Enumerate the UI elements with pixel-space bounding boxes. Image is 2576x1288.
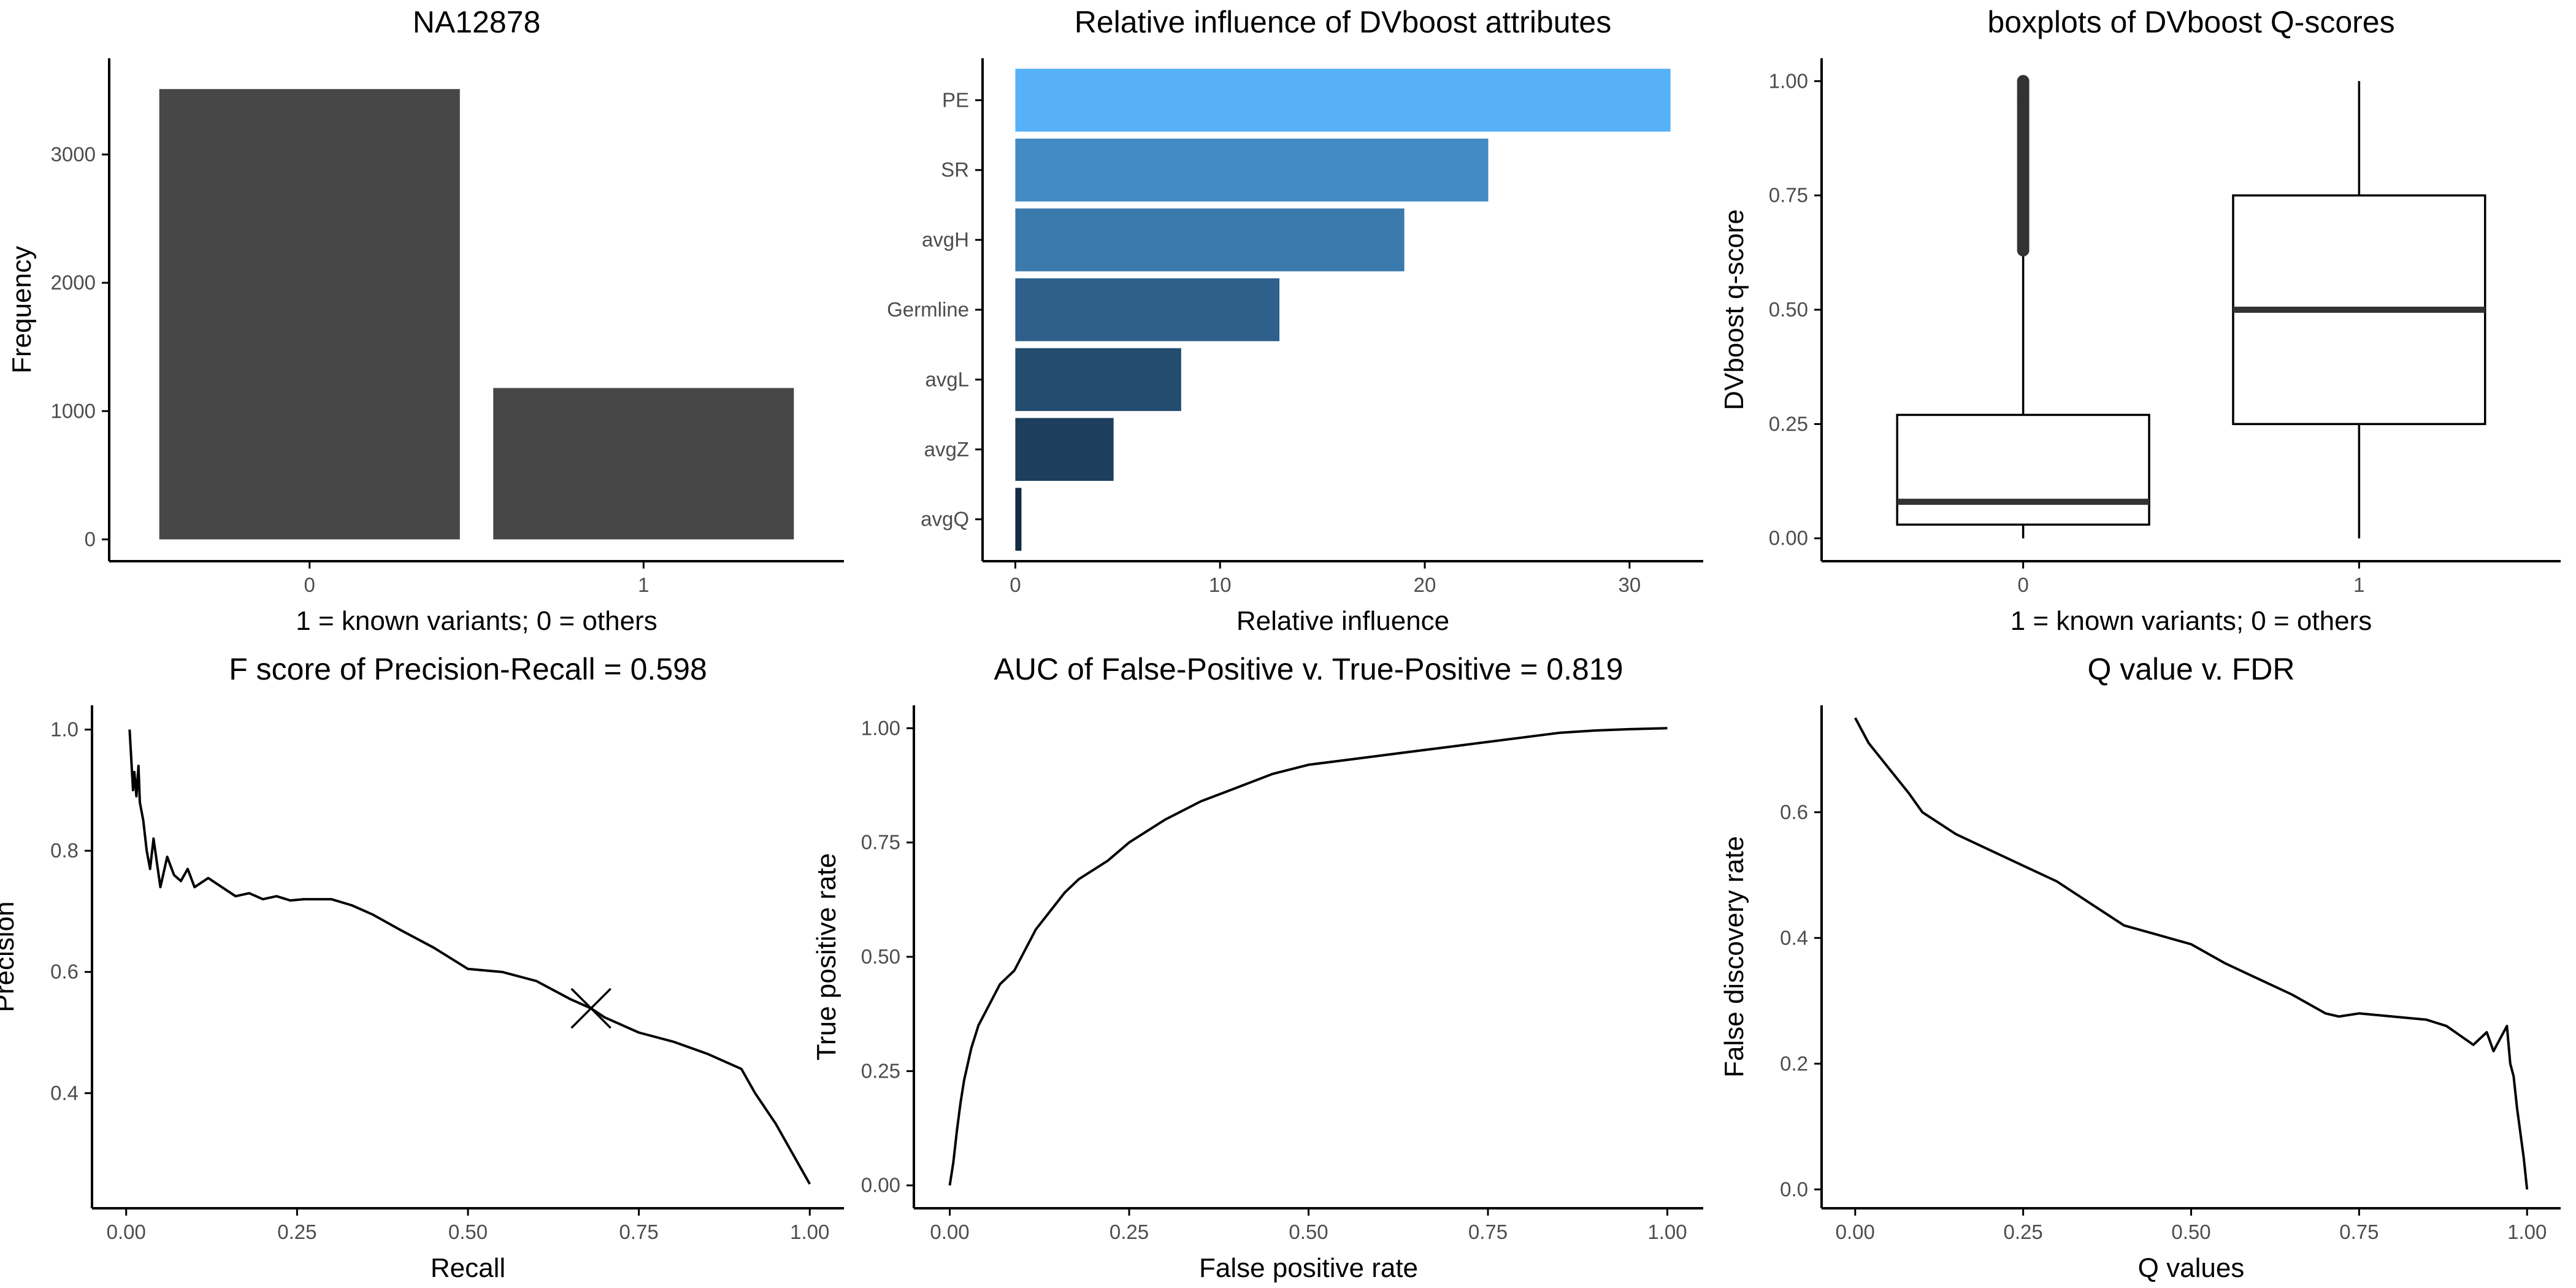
influence-bar-avgH [1015, 208, 1405, 272]
qscore_boxplot-y-tick-label: 0.25 [1769, 412, 1808, 435]
roc-x-axis-label: False positive rate [1199, 1253, 1418, 1283]
qscore_boxplot-title: boxplots of DVboost Q-scores [1987, 5, 2394, 39]
precision_recall-series-line [128, 729, 811, 1185]
influence-y-tick-label: PE [942, 88, 969, 111]
precision_recall-x-tick-label: 0.75 [619, 1221, 659, 1243]
qscore_boxplot-y-tick-label: 0.00 [1769, 527, 1808, 550]
boxplot-outliers [2017, 75, 2030, 257]
qvalue_fdr-x-tick-label: 1.00 [2507, 1221, 2547, 1243]
boxplot-1 [2232, 81, 2486, 539]
qscore_boxplot-y-axis-label: DVboost q-score [1719, 209, 1749, 410]
frequency-y-tick-label: 2000 [51, 271, 96, 294]
marker-stroke [570, 987, 611, 1029]
frequency-bar-1 [493, 388, 794, 540]
qvalue_fdr-y-tick-label: 0.0 [1780, 1178, 1808, 1200]
precision_recall-x-tick-label: 0.50 [448, 1221, 488, 1243]
precision_recall-x-tick-label: 1.00 [790, 1221, 829, 1243]
precision_recall-title: F score of Precision-Recall = 0.598 [229, 652, 707, 686]
qscore_boxplot-y-tick-label: 0.50 [1769, 298, 1808, 321]
roc-panel: AUC of False-Positive v. True-Positive =… [811, 652, 1703, 1283]
frequency-y-tick-label: 1000 [51, 399, 96, 422]
roc-x-tick-label: 1.00 [1647, 1221, 1687, 1243]
qvalue_fdr-y-tick-label: 0.2 [1780, 1052, 1808, 1075]
influence-bar-avgZ [1015, 418, 1114, 481]
frequency-title: NA12878 [413, 5, 541, 39]
boxplot-box [1896, 413, 2150, 526]
precision_recall-x-axis-label: Recall [431, 1253, 505, 1283]
precision_recall-y-tick-label: 0.4 [50, 1081, 79, 1104]
precision_recall-y-tick-label: 1.0 [50, 718, 79, 741]
influence-x-tick-label: 20 [1414, 573, 1436, 596]
roc-y-tick-label: 0.25 [861, 1059, 900, 1082]
qvalue_fdr-x-tick-label: 0.25 [2004, 1221, 2043, 1243]
roc-x-tick-label: 0.25 [1110, 1221, 1149, 1243]
precision_recall-y-tick-label: 0.6 [50, 960, 79, 983]
influence-bar-avgQ [1015, 488, 1022, 551]
precision_recall-x-tick-label: 0.25 [277, 1221, 316, 1243]
influence-y-tick-label: avgH [922, 228, 969, 251]
frequency-panel: NA12878 1 = known variants; 0 = others Fre… [7, 5, 844, 636]
influence-y-tick-label: avgZ [924, 438, 969, 461]
roc-y-tick-label: 0.75 [861, 831, 900, 854]
roc-series-line [948, 727, 1668, 1186]
boxplot-x-tick-label: 0 [2017, 573, 2028, 596]
boxplot-0 [1896, 75, 2150, 539]
qvalue_fdr-panel: Q value v. FDR Q values False discovery ra… [1719, 652, 2561, 1283]
roc-x-tick-label: 0.00 [930, 1221, 969, 1243]
influence-panel: Relative influence of DVboost attributes… [887, 5, 1703, 636]
frequency-y-tick-label: 0 [85, 527, 96, 550]
boxplot-x-tick-label: 1 [2353, 573, 2364, 596]
precision_recall-y-axis-label: Precision [0, 902, 20, 1013]
roc-y-tick-label: 0.00 [861, 1174, 900, 1197]
influence-y-tick-label: SR [941, 158, 969, 181]
roc-x-tick-label: 0.75 [1468, 1221, 1508, 1243]
influence-y-tick-label: Germline [887, 298, 969, 321]
influence-x-tick-label: 10 [1209, 573, 1232, 596]
influence-bar-SR [1015, 138, 1489, 202]
influence-bar-PE [1015, 69, 1671, 132]
precision_recall-panel: F score of Precision-Recall = 0.598 Recal… [0, 652, 844, 1283]
influence-x-axis-label: Relative influence [1236, 606, 1449, 636]
boxplot-outlier-point [2017, 75, 2030, 88]
influence-y-tick-label: avgQ [921, 508, 969, 531]
roc-y-axis-label: True positive rate [811, 853, 841, 1060]
qscore_boxplot-panel: boxplots of DVboost Q-scores 1 = known va… [1719, 5, 2561, 636]
qvalue_fdr-y-axis-label: False discovery rate [1719, 836, 1749, 1078]
frequency-x-tick-label: 1 [638, 573, 649, 596]
qvalue_fdr-x-axis-label: Q values [2138, 1253, 2245, 1283]
precision_recall-y-tick-label: 0.8 [50, 839, 79, 862]
frequency-x-tick-label: 0 [304, 573, 315, 596]
precision_recall-f-score-marker [570, 987, 611, 1029]
qvalue_fdr-y-tick-label: 0.4 [1780, 926, 1808, 949]
roc-y-tick-label: 1.00 [861, 716, 900, 739]
qvalue_fdr-series-line [1854, 717, 2529, 1190]
frequency-bar-0 [159, 89, 460, 540]
qscore_boxplot-y-tick-label: 1.00 [1769, 69, 1808, 92]
frequency-y-axis-label: Frequency [7, 246, 37, 374]
roc-x-tick-label: 0.50 [1289, 1221, 1328, 1243]
qvalue_fdr-x-tick-label: 0.50 [2171, 1221, 2210, 1243]
influence-bar-avgL [1015, 348, 1181, 412]
influence-bar-Germline [1015, 278, 1280, 342]
frequency-y-tick-label: 3000 [51, 143, 96, 166]
influence-x-tick-label: 30 [1618, 573, 1641, 596]
qvalue_fdr-title: Q value v. FDR [2087, 652, 2294, 686]
precision_recall-x-tick-label: 0.00 [107, 1221, 146, 1243]
qvalue_fdr-x-tick-label: 0.00 [1836, 1221, 1875, 1243]
qscore_boxplot-y-tick-label: 0.75 [1769, 184, 1808, 207]
frequency-x-axis-label: 1 = known variants; 0 = others [296, 606, 657, 636]
influence-title: Relative influence of DVboost attributes [1075, 5, 1612, 39]
qvalue_fdr-y-tick-label: 0.6 [1780, 800, 1808, 823]
roc-y-tick-label: 0.50 [861, 945, 900, 968]
influence-x-tick-label: 0 [1010, 573, 1021, 596]
roc-title: AUC of False-Positive v. True-Positive =… [994, 652, 1623, 686]
qscore_boxplot-x-axis-label: 1 = known variants; 0 = others [2011, 606, 2372, 636]
influence-y-tick-label: avgL [925, 368, 969, 391]
qvalue_fdr-x-tick-label: 0.75 [2339, 1221, 2379, 1243]
